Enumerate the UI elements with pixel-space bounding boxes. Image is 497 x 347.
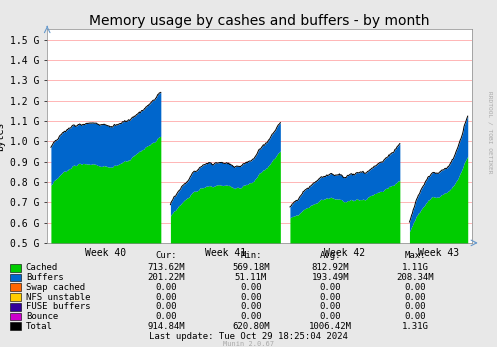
Text: 569.18M: 569.18M — [232, 263, 270, 272]
Text: Max:: Max: — [404, 251, 426, 260]
Text: 0.00: 0.00 — [404, 293, 426, 302]
Text: 51.11M: 51.11M — [235, 273, 267, 282]
Text: Cur:: Cur: — [156, 251, 177, 260]
Text: 713.62M: 713.62M — [148, 263, 185, 272]
Text: 208.34M: 208.34M — [396, 273, 434, 282]
Text: 1.11G: 1.11G — [402, 263, 428, 272]
Text: Last update: Tue Oct 29 18:25:04 2024: Last update: Tue Oct 29 18:25:04 2024 — [149, 332, 348, 341]
Text: 201.22M: 201.22M — [148, 273, 185, 282]
Text: FUSE buffers: FUSE buffers — [26, 302, 90, 311]
Text: 0.00: 0.00 — [240, 283, 262, 292]
Text: 0.00: 0.00 — [156, 312, 177, 321]
Text: 0.00: 0.00 — [320, 302, 341, 311]
Text: 0.00: 0.00 — [156, 302, 177, 311]
Title: Memory usage by cashes and buffers - by month: Memory usage by cashes and buffers - by … — [89, 14, 430, 28]
Text: 0.00: 0.00 — [404, 312, 426, 321]
Text: 0.00: 0.00 — [156, 283, 177, 292]
Text: Total: Total — [26, 322, 53, 331]
Text: 0.00: 0.00 — [320, 283, 341, 292]
Text: Bounce: Bounce — [26, 312, 58, 321]
Text: 914.84M: 914.84M — [148, 322, 185, 331]
Text: 0.00: 0.00 — [240, 312, 262, 321]
Text: 1006.42M: 1006.42M — [309, 322, 352, 331]
Text: RRDTOOL / TOBI OETIKER: RRDTOOL / TOBI OETIKER — [487, 91, 492, 173]
Text: 0.00: 0.00 — [320, 312, 341, 321]
Text: Avg:: Avg: — [320, 251, 341, 260]
Text: 0.00: 0.00 — [240, 293, 262, 302]
Text: 620.80M: 620.80M — [232, 322, 270, 331]
Text: Buffers: Buffers — [26, 273, 64, 282]
Text: 193.49M: 193.49M — [312, 273, 349, 282]
Text: 0.00: 0.00 — [240, 302, 262, 311]
Text: NFS unstable: NFS unstable — [26, 293, 90, 302]
Text: 1.31G: 1.31G — [402, 322, 428, 331]
Text: Cached: Cached — [26, 263, 58, 272]
Text: 0.00: 0.00 — [320, 293, 341, 302]
Text: Min:: Min: — [240, 251, 262, 260]
Text: 0.00: 0.00 — [404, 302, 426, 311]
Text: Swap cached: Swap cached — [26, 283, 85, 292]
Text: 812.92M: 812.92M — [312, 263, 349, 272]
Text: 0.00: 0.00 — [156, 293, 177, 302]
Text: 0.00: 0.00 — [404, 283, 426, 292]
Text: Munin 2.0.67: Munin 2.0.67 — [223, 340, 274, 347]
Y-axis label: bytes: bytes — [0, 121, 4, 151]
